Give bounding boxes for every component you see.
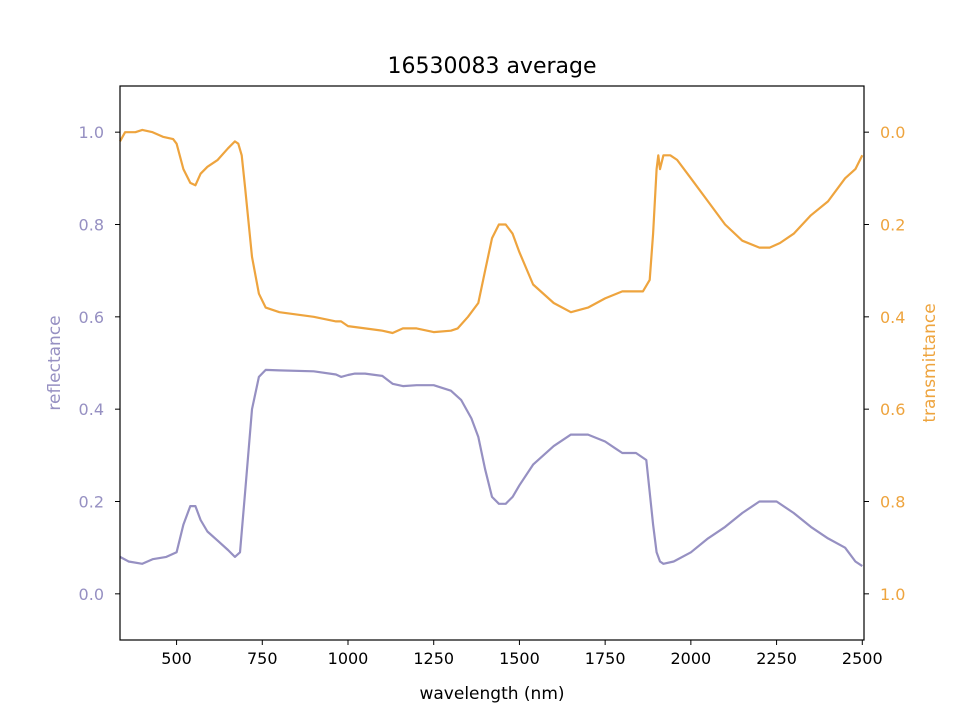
x-tick-label: 750 [247,649,278,668]
y-axis-right-label: transmittance [920,303,940,422]
x-tick-label: 1000 [328,649,369,668]
y-left-tick-label: 1.0 [79,123,104,142]
series-transmittance-line [119,128,864,335]
x-tick-label: 2500 [842,649,883,668]
x-tick-label: 2250 [756,649,797,668]
y-left-tick-label: 0.0 [79,585,104,604]
plot-frame [119,85,865,641]
x-axis-label: wavelength (nm) [419,684,564,704]
y-right-tick-label: 0.2 [880,216,905,235]
y-left-tick-label: 0.2 [79,493,104,512]
y-right-tick-label: 0.6 [880,400,905,419]
chart-title: 16530083 average [387,54,596,79]
y-right-tick-label: 0.4 [880,308,905,327]
y-left-tick-label: 0.8 [79,216,104,235]
y-right-tick-label: 1.0 [880,585,905,604]
x-tick-label: 500 [161,649,192,668]
x-tick-label: 1500 [499,649,540,668]
x-tick-label: 2000 [670,649,711,668]
y-axis-left-label: reflectance [45,315,65,410]
x-tick-label: 1250 [413,649,454,668]
y-right-tick-label: 0.8 [880,493,905,512]
y-left-tick-label: 0.6 [79,308,104,327]
y-left-tick-label: 0.4 [79,400,104,419]
series-reflectance-line [119,368,863,568]
x-tick-label: 1750 [585,649,626,668]
y-right-tick-label: 0.0 [880,123,905,142]
